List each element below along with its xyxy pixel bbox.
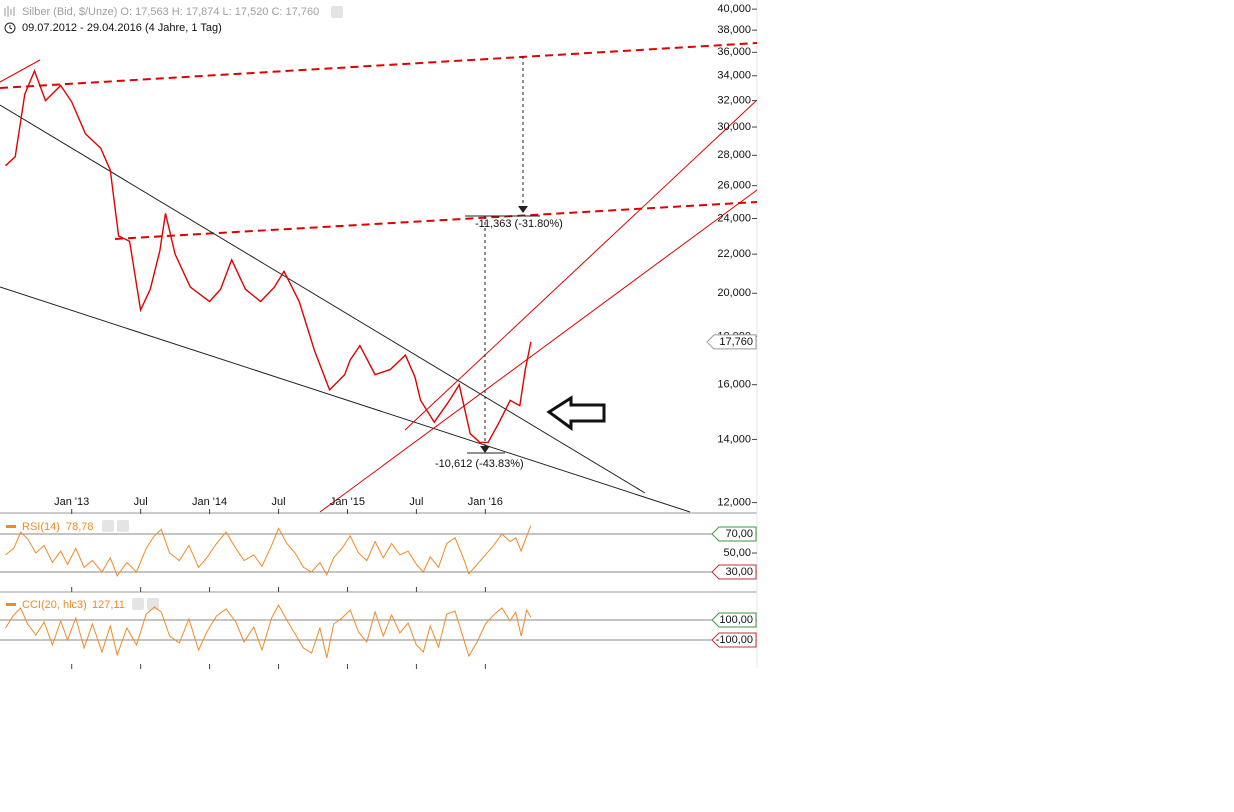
y-tick-label: 34,000 (717, 70, 751, 82)
level-label-box (711, 612, 757, 628)
header: Silber (Bid, $/Unze) O: 17,563 H: 17,874… (4, 6, 343, 34)
last-value-box (706, 334, 757, 350)
close-button[interactable] (147, 598, 159, 610)
y-tick-label: 14,000 (717, 433, 751, 445)
y-tick-label: 22,000 (717, 248, 751, 260)
trend-channel-top (0, 42, 758, 89)
y-tick-label: 30,000 (717, 121, 751, 133)
level-label-box (711, 564, 757, 580)
x-tick-label: Jan '13 (54, 496, 89, 508)
up-channel-start (0, 59, 41, 83)
clock-icon (4, 22, 16, 34)
y-tick-label: 16,000 (717, 379, 751, 391)
y-tick-label: 12,000 (717, 497, 751, 509)
x-tick-label: Jan '14 (192, 496, 227, 508)
y-tick-label: 40,000 (717, 3, 751, 15)
trend-channel-middle (114, 201, 758, 240)
settings-button[interactable] (102, 520, 114, 532)
x-tick-label: Jul (409, 496, 423, 508)
y-tick-label: 28,000 (717, 149, 751, 161)
measure-arrowhead (518, 206, 528, 213)
last-value-label: 17,760 (719, 336, 753, 348)
up-channel-upper (404, 99, 758, 431)
arrow-marker (546, 395, 606, 431)
y-tick-label: 38,000 (717, 24, 751, 36)
clock-hand (9, 25, 13, 30)
indicator-title: CCI(20, hlc3) (22, 599, 87, 611)
up-channel-lower (319, 189, 758, 513)
indicator-title: RSI(14) (22, 521, 60, 533)
trendlines (0, 42, 758, 513)
y-tick-label: 50,00 (723, 547, 751, 559)
x-tick-label: Jul (272, 496, 286, 508)
annotation: -10,612 (-43.83%) (435, 458, 524, 470)
level-label: 30,00 (725, 566, 753, 578)
indicator-icon (6, 525, 16, 528)
settings-button[interactable] (132, 598, 144, 610)
instrument-icon (4, 6, 15, 17)
x-tick-label: Jan '15 (330, 496, 365, 508)
x-tick-label: Jan '16 (468, 496, 503, 508)
data-line (5, 603, 532, 659)
chart-subtitle: 09.07.2012 - 29.04.2016 (4 Jahre, 1 Tag) (22, 22, 222, 34)
annotation: -11,363 (-31.80%) (475, 218, 563, 230)
y-tick-label: 32,000 (717, 94, 751, 106)
close-button[interactable] (117, 520, 129, 532)
y-tick-label: 36,000 (717, 46, 751, 58)
level-label-box (711, 526, 757, 542)
y-tick-label: 20,000 (717, 287, 751, 299)
indicator-icon (6, 603, 16, 606)
indicator-value: 127,11 (92, 599, 125, 611)
indicator-value: 78,78 (66, 521, 94, 533)
level-label: -100,00 (716, 634, 753, 646)
trend-resistance (0, 104, 646, 494)
level-label-box (711, 632, 757, 648)
y-tick-label: 26,000 (717, 180, 751, 192)
trend-support (0, 286, 691, 513)
settings-button[interactable] (331, 6, 343, 18)
chart-title: Silber (Bid, $/Unze) O: 17,563 H: 17,874… (22, 6, 319, 18)
measure-arrowhead (480, 446, 490, 453)
data-line (5, 68, 532, 444)
x-tick-label: Jul (134, 496, 148, 508)
y-tick-label: 24,000 (717, 212, 751, 224)
level-label: 70,00 (725, 528, 753, 540)
level-label: 100,00 (719, 614, 753, 626)
data-line (5, 525, 532, 577)
